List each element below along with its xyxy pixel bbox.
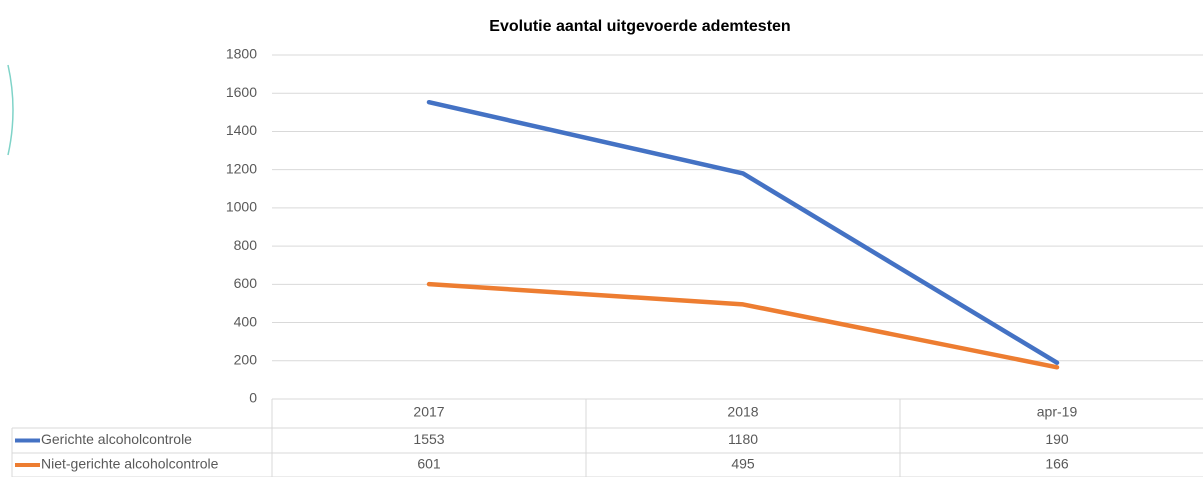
y-tick-label: 0 (249, 390, 257, 406)
x-tick-label: apr-19 (1037, 404, 1078, 420)
decoration (7, 64, 14, 156)
legend-label: Niet-gerichte alcoholcontrole (41, 456, 219, 472)
y-tick-label: 800 (234, 237, 258, 253)
y-tick-label: 200 (234, 351, 258, 367)
table-value: 1553 (413, 431, 444, 447)
legend-label: Gerichte alcoholcontrole (41, 431, 192, 447)
table-value: 166 (1045, 456, 1069, 472)
x-tick-label: 2018 (727, 404, 758, 420)
table-value: 190 (1045, 431, 1069, 447)
series-line (426, 99, 1060, 365)
chart-title: Evolutie aantal uitgevoerde ademtesten (489, 18, 790, 35)
table-value: 601 (417, 456, 441, 472)
table-value: 1180 (728, 431, 758, 447)
y-tick-label: 1400 (226, 122, 257, 138)
y-tick-label: 1600 (226, 84, 257, 100)
y-tick-label: 1800 (226, 46, 257, 62)
series-line (426, 281, 1060, 370)
y-tick-label: 400 (234, 313, 258, 329)
y-tick-label: 1000 (226, 199, 257, 215)
y-tick-label: 600 (234, 275, 258, 291)
table-value: 495 (731, 456, 755, 472)
x-tick-label: 2017 (413, 404, 444, 420)
y-tick-label: 1200 (226, 160, 257, 176)
